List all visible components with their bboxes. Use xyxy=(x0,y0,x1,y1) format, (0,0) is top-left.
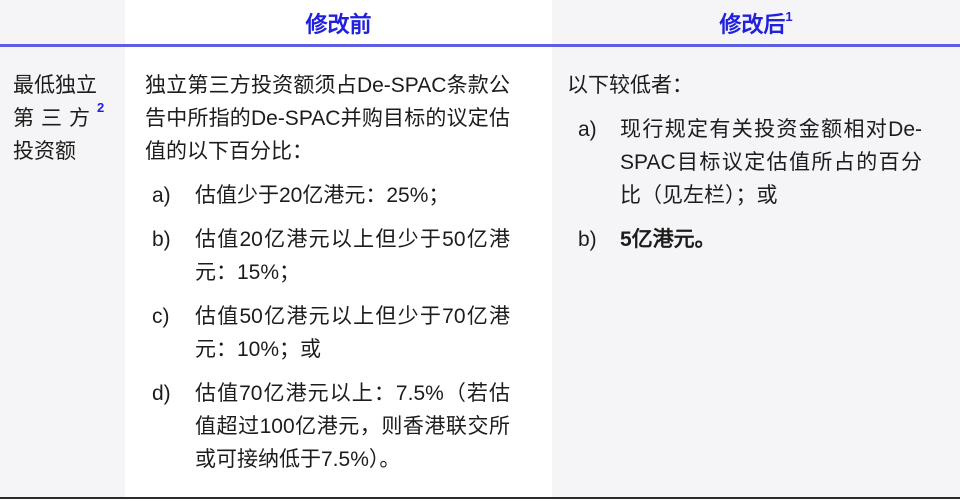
row-label-footnote-marker: 2 xyxy=(97,100,105,115)
list-item: b) 5亿港元。 xyxy=(567,223,922,256)
list-item-text: 估值少于20亿港元：25%； xyxy=(195,184,450,207)
table-body-row: 最低独立 第三方2 投资额 独立第三方投资额须占De-SPAC条款公告中所指的D… xyxy=(0,47,960,476)
list-item: a) 现行规定有关投资金额相对De-SPAC目标议定估值所占的百分比（见左栏）；… xyxy=(567,113,922,212)
list-item-marker: a) xyxy=(578,118,597,141)
list-item: d) 估值70亿港元以上：7.5%（若估值超过100亿港元，则香港联交所或可接纳… xyxy=(145,377,510,476)
table-bottom-rule xyxy=(0,497,960,499)
list-item-marker: d) xyxy=(152,382,171,405)
row-label-line-2: 第三方2 xyxy=(13,100,117,135)
list-item-text: 现行规定有关投资金额相对De-SPAC目标议定估值所占的百分比（见左栏）；或 xyxy=(620,118,922,207)
row-label-line-2-text: 第三方 xyxy=(13,107,97,130)
row-label-cell: 最低独立 第三方2 投资额 xyxy=(0,47,125,168)
before-intro: 独立第三方投资额须占De-SPAC条款公告中所指的De-SPAC并购目标的议定估… xyxy=(145,74,510,163)
list-item: b) 估值20亿港元以上但少于50亿港元：15%； xyxy=(145,223,510,289)
list-item-marker: b) xyxy=(578,228,597,251)
list-item-text: 5亿港元。 xyxy=(620,228,716,251)
row-label-line-3: 投资额 xyxy=(13,140,76,163)
row-label-line-1: 最低独立 xyxy=(13,74,97,97)
list-item: c) 估值50亿港元以上但少于70亿港元：10%；或 xyxy=(145,300,510,366)
list-item-marker: c) xyxy=(152,305,170,328)
header-spacer-cell xyxy=(0,0,125,44)
after-cell: 以下较低者： a) 现行规定有关投资金额相对De-SPAC目标议定估值所占的百分… xyxy=(552,47,960,256)
after-intro: 以下较低者： xyxy=(567,74,693,97)
list-item-text: 估值70亿港元以上：7.5%（若估值超过100亿港元，则香港联交所或可接纳低于7… xyxy=(195,382,510,471)
list-item: a) 估值少于20亿港元：25%； xyxy=(145,179,510,212)
header-before-label: 修改前 xyxy=(305,12,372,37)
row-label-column-background xyxy=(0,0,125,498)
after-item-list: a) 现行规定有关投资金额相对De-SPAC目标议定估值所占的百分比（见左栏）；… xyxy=(567,113,922,256)
list-item-marker: b) xyxy=(152,228,171,251)
before-cell: 独立第三方投资额须占De-SPAC条款公告中所指的De-SPAC并购目标的议定估… xyxy=(125,47,552,476)
header-after-label: 修改后 xyxy=(719,12,786,37)
before-item-list: a) 估值少于20亿港元：25%； b) 估值20亿港元以上但少于50亿港元：1… xyxy=(145,179,510,476)
list-item-marker: a) xyxy=(152,184,171,207)
list-item-text: 估值20亿港元以上但少于50亿港元：15%； xyxy=(195,228,510,284)
header-before: 修改前 xyxy=(125,0,552,44)
after-column-background xyxy=(552,0,960,498)
table-header-row: 修改前 修改后 1 xyxy=(0,0,960,44)
header-after: 修改后 1 xyxy=(719,9,793,37)
header-divider-rule xyxy=(0,44,960,47)
list-item-text: 估值50亿港元以上但少于70亿港元：10%；或 xyxy=(195,305,510,361)
